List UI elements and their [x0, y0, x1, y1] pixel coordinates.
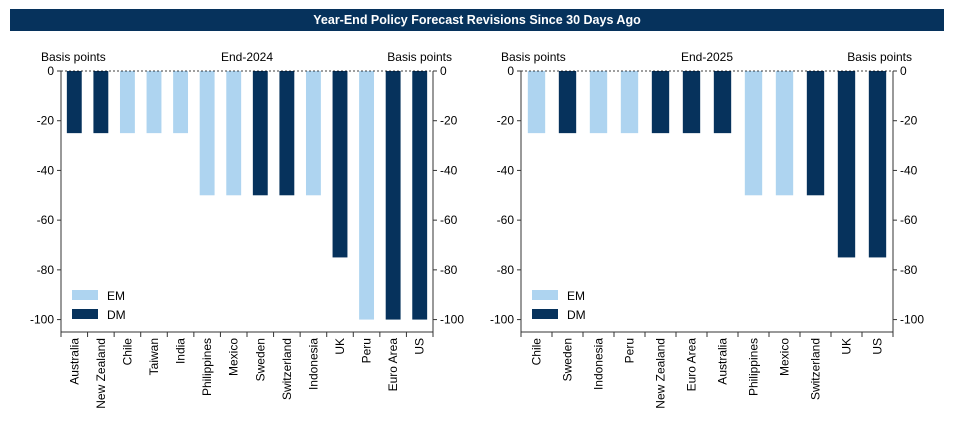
y-tick-label-right: -60	[900, 213, 918, 227]
x-tick-label-mexico: Mexico	[227, 338, 241, 376]
y-tick-label-left: -20	[37, 114, 55, 128]
bar-peru	[620, 71, 639, 134]
y-tick-label-right: -80	[900, 263, 918, 277]
x-tick-label-switzerland: Switzerland	[809, 338, 823, 400]
x-tick-label-us: US	[413, 338, 427, 355]
bar-indonesia	[589, 71, 608, 134]
y-axis-label-right: Basis points	[387, 50, 452, 64]
bar-india	[173, 71, 189, 134]
bar-australia	[713, 71, 732, 134]
legend-label-dm: DM	[567, 308, 586, 322]
x-tick-label-indonesia: Indonesia	[592, 338, 606, 390]
bar-euro-area	[385, 71, 401, 320]
y-tick-label-right: -20	[440, 114, 458, 128]
bar-euro-area	[682, 71, 701, 134]
bar-taiwan	[146, 71, 162, 134]
x-tick-label-new-zealand: New Zealand	[654, 338, 668, 409]
x-tick-label-indonesia: Indonesia	[306, 338, 320, 390]
x-tick-label-sweden: Sweden	[253, 338, 267, 381]
x-tick-label-philippines: Philippines	[747, 338, 761, 396]
y-tick-label-left: -20	[497, 114, 515, 128]
legend-label-em: EM	[107, 289, 125, 303]
x-tick-label-peru: Peru	[360, 338, 374, 363]
x-tick-label-taiwan: Taiwan	[147, 338, 161, 375]
bar-australia	[66, 71, 82, 134]
y-axis-label-left: Basis points	[501, 50, 566, 64]
bar-indonesia	[305, 71, 321, 196]
y-tick-label-left: -80	[497, 263, 515, 277]
legend-swatch-dm	[532, 309, 558, 319]
legend: EM DM	[532, 289, 586, 322]
y-tick-label-left: -60	[497, 213, 515, 227]
panel-title: End-2025	[681, 50, 733, 64]
y-tick-label-right: -20	[900, 114, 918, 128]
bar-philippines	[744, 71, 763, 196]
y-tick-label-right: -60	[440, 213, 458, 227]
x-tick-label-us: US	[871, 338, 885, 355]
legend-label-em: EM	[567, 289, 585, 303]
bar-switzerland	[806, 71, 825, 196]
y-axis-label-left: Basis points	[41, 50, 106, 64]
y-tick-label-left: -40	[497, 163, 515, 177]
x-tick-label-uk: UK	[840, 338, 854, 355]
x-tick-label-mexico: Mexico	[778, 338, 792, 376]
y-tick-label-left: -100	[30, 313, 54, 327]
x-tick-label-switzerland: Switzerland	[280, 338, 294, 400]
y-tick-label-right: -40	[440, 163, 458, 177]
x-tick-label-uk: UK	[333, 338, 347, 355]
x-tick-label-euro-area: Euro Area	[386, 338, 400, 392]
bar-peru	[359, 71, 375, 320]
legend: EM DM	[72, 289, 126, 322]
x-tick-label-euro-area: Euro Area	[685, 338, 699, 392]
legend-swatch-em	[532, 290, 558, 300]
y-tick-label-right: 0	[900, 64, 907, 78]
chart-title: Year-End Policy Forecast Revisions Since…	[313, 13, 641, 27]
y-tick-label-right: -40	[900, 163, 918, 177]
bar-mexico	[226, 71, 242, 196]
x-tick-label-philippines: Philippines	[200, 338, 214, 396]
bar-uk	[332, 71, 348, 258]
x-tick-label-chile: Chile	[120, 338, 134, 366]
chart-panel-1: 0 0 -20 -20 -40 -40 -60 -60 -80 -80 -100 -100 Austra…	[30, 50, 464, 409]
x-tick-label-sweden: Sweden	[561, 338, 575, 381]
y-tick-label-left: -60	[37, 213, 55, 227]
y-tick-label-right: -100	[440, 313, 464, 327]
chart-panel-2: 0 0 -20 -20 -40 -40 -60 -60 -80 -80 -100 -100 Chile S…	[490, 50, 924, 409]
bar-switzerland	[279, 71, 295, 196]
bar-mexico	[775, 71, 794, 196]
bar-sweden	[558, 71, 577, 134]
y-tick-label-right: -80	[440, 263, 458, 277]
x-tick-label-india: India	[174, 338, 188, 364]
x-tick-label-australia: Australia	[67, 338, 81, 385]
bar-us	[412, 71, 428, 320]
legend-label-dm: DM	[107, 308, 126, 322]
bar-new-zealand	[651, 71, 670, 134]
bar-new-zealand	[93, 71, 109, 134]
y-tick-label-left: -100	[490, 313, 514, 327]
bar-uk	[837, 71, 856, 258]
legend-swatch-em	[72, 290, 98, 300]
x-tick-label-new-zealand: New Zealand	[94, 338, 108, 409]
y-tick-label-left: 0	[507, 64, 514, 78]
x-tick-label-chile: Chile	[530, 338, 544, 366]
chart-title-bar: Year-End Policy Forecast Revisions Since…	[10, 9, 944, 31]
y-tick-label-right: 0	[440, 64, 447, 78]
x-tick-label-peru: Peru	[623, 338, 637, 363]
y-tick-label-left: 0	[47, 64, 54, 78]
bar-chile	[527, 71, 546, 134]
y-tick-label-left: -80	[37, 263, 55, 277]
panel-title: End-2024	[221, 50, 273, 64]
legend-swatch-dm	[72, 309, 98, 319]
x-tick-label-australia: Australia	[716, 338, 730, 385]
bar-chile	[119, 71, 135, 134]
y-tick-label-right: -100	[900, 313, 924, 327]
bar-philippines	[199, 71, 215, 196]
y-axis-label-right: Basis points	[847, 50, 912, 64]
bar-sweden	[252, 71, 268, 196]
y-tick-label-left: -40	[37, 163, 55, 177]
bar-us	[868, 71, 887, 258]
